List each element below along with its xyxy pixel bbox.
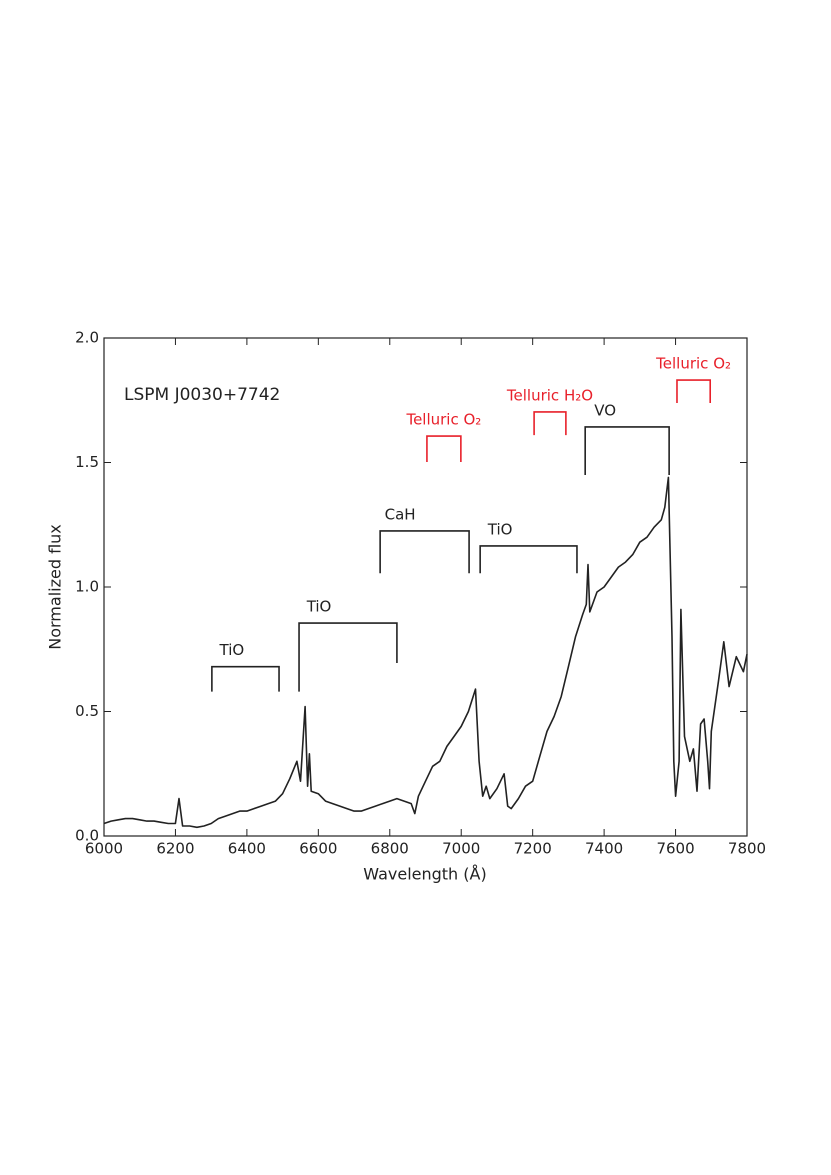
bracket: [584, 426, 670, 475]
bracket: [479, 545, 578, 574]
bracket: [298, 622, 398, 692]
x-tick-label: 7400: [585, 840, 623, 858]
bracket: [379, 530, 470, 574]
x-tick-label: 6800: [371, 840, 409, 858]
x-axis-label: Wavelength (Å): [363, 865, 486, 884]
bracket-label: TiO: [219, 641, 245, 659]
x-tick-label: 6000: [85, 840, 123, 858]
y-tick-label: 0.0: [75, 827, 99, 845]
bracket-label: Telluric O₂: [405, 411, 481, 429]
x-tick-label: 6400: [228, 840, 266, 858]
bracket: [676, 379, 712, 403]
bracket: [533, 411, 567, 436]
chart-title: LSPM J0030+7742: [124, 385, 280, 405]
x-tick-label: 7200: [514, 840, 552, 858]
y-tick-label: 2.0: [75, 329, 99, 347]
y-tick-label: 1.5: [75, 453, 99, 471]
y-tick-label: 0.5: [75, 702, 99, 720]
plot-frame: [103, 337, 748, 837]
bracket-label: TiO: [487, 520, 513, 538]
x-tick-label: 6600: [299, 840, 337, 858]
bracket-label: Telluric H₂O: [506, 386, 593, 404]
x-tick-label: 7000: [442, 840, 480, 858]
y-tick-label: 1.0: [75, 578, 99, 596]
bracket-label: Telluric O₂: [655, 355, 731, 373]
bracket: [211, 665, 280, 692]
x-tick-label: 7800: [728, 840, 766, 858]
spectrum-line: [103, 476, 748, 829]
x-tick-label: 7600: [656, 840, 694, 858]
bracket-label: VO: [594, 401, 616, 419]
bracket-label: CaH: [385, 505, 416, 523]
x-tick-label: 6200: [156, 840, 194, 858]
bracket-label: TiO: [306, 598, 332, 616]
bracket: [426, 435, 462, 463]
y-axis-label: Normalized flux: [46, 524, 65, 650]
